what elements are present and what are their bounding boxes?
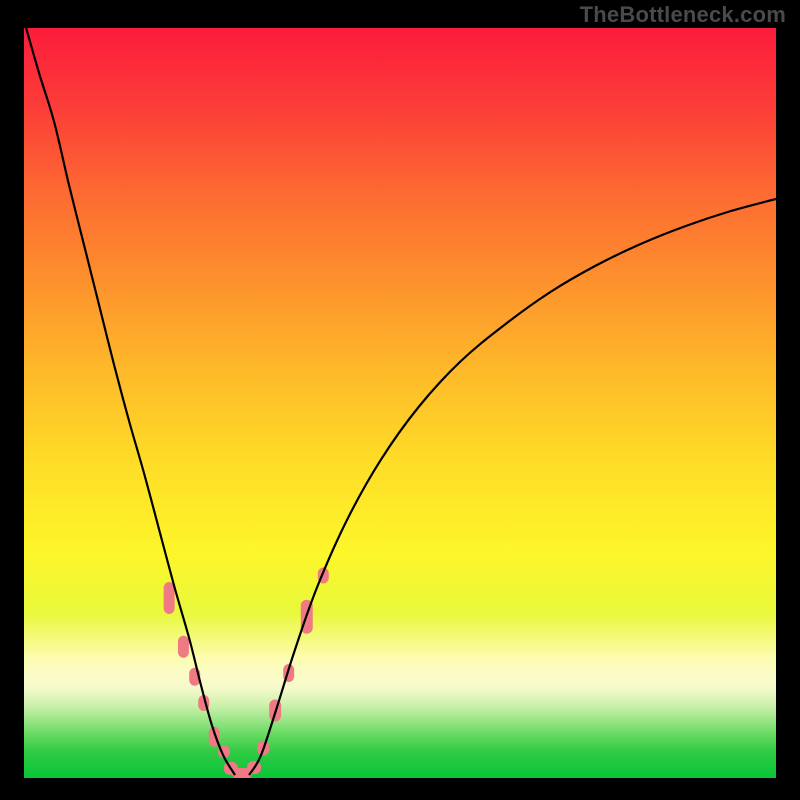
watermark-text: TheBottleneck.com bbox=[580, 2, 786, 28]
data-marker bbox=[164, 582, 175, 614]
bottleneck-chart bbox=[0, 0, 800, 800]
chart-container: TheBottleneck.com bbox=[0, 0, 800, 800]
data-marker bbox=[178, 636, 189, 658]
gradient-field bbox=[24, 28, 776, 778]
